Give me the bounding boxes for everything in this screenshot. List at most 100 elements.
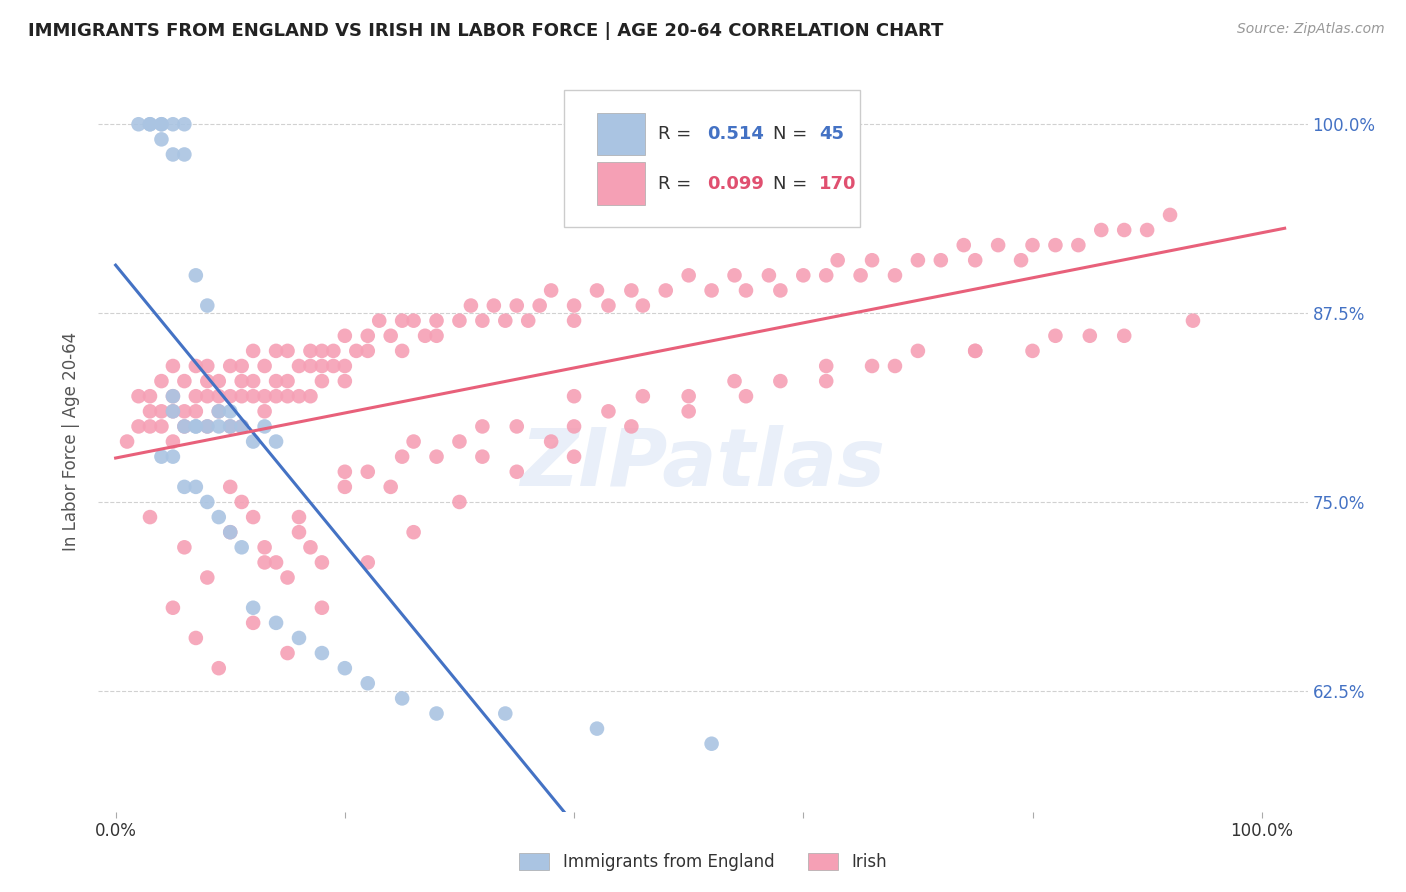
Point	[173, 117, 195, 131]
Point	[460, 299, 482, 313]
Point	[357, 556, 380, 570]
Point	[333, 661, 356, 675]
Point	[173, 404, 195, 418]
Point	[162, 147, 184, 161]
Point	[471, 313, 494, 327]
Point	[562, 389, 585, 403]
Point	[758, 268, 780, 283]
Point	[219, 525, 242, 540]
Point	[195, 374, 218, 388]
Point	[115, 434, 138, 449]
Point	[173, 541, 195, 555]
Point	[311, 359, 333, 373]
Point	[723, 374, 745, 388]
Point	[195, 419, 218, 434]
Point	[173, 480, 195, 494]
Point	[449, 434, 471, 449]
Text: IMMIGRANTS FROM ENGLAND VS IRISH IN LABOR FORCE | AGE 20-64 CORRELATION CHART: IMMIGRANTS FROM ENGLAND VS IRISH IN LABO…	[28, 22, 943, 40]
Point	[231, 419, 253, 434]
Point	[208, 374, 231, 388]
Text: R =: R =	[658, 175, 697, 193]
Point	[884, 268, 907, 283]
Point	[162, 600, 184, 615]
Point	[598, 404, 620, 418]
Point	[253, 419, 276, 434]
Point	[195, 419, 218, 434]
Point	[195, 389, 218, 403]
FancyBboxPatch shape	[596, 112, 645, 155]
Point	[678, 389, 700, 403]
Text: 45: 45	[820, 125, 844, 143]
Point	[253, 404, 276, 418]
Point	[150, 450, 173, 464]
Point	[678, 268, 700, 283]
Point	[184, 631, 207, 645]
Point	[735, 389, 758, 403]
Point	[299, 359, 322, 373]
Point	[173, 419, 195, 434]
Point	[150, 419, 173, 434]
Point	[208, 404, 231, 418]
Point	[195, 359, 218, 373]
Point	[219, 419, 242, 434]
Point	[1045, 238, 1067, 252]
Point	[540, 284, 562, 298]
Point	[1114, 328, 1136, 343]
Point	[965, 343, 987, 358]
Point	[184, 268, 207, 283]
Point	[139, 404, 162, 418]
Point	[150, 374, 173, 388]
Point	[678, 404, 700, 418]
Point	[242, 434, 264, 449]
Point	[208, 419, 231, 434]
Point	[184, 404, 207, 418]
Point	[162, 359, 184, 373]
Point	[299, 389, 322, 403]
Point	[253, 389, 276, 403]
Point	[827, 253, 849, 268]
Point	[1159, 208, 1181, 222]
Point	[620, 284, 643, 298]
Point	[1021, 238, 1043, 252]
Point	[311, 600, 333, 615]
Point	[1114, 223, 1136, 237]
Point	[344, 343, 367, 358]
Point	[322, 359, 344, 373]
Point	[735, 284, 758, 298]
Point	[849, 268, 872, 283]
Point	[288, 631, 311, 645]
Point	[929, 253, 952, 268]
Point	[288, 525, 311, 540]
Point	[562, 419, 585, 434]
Point	[425, 313, 447, 327]
Point	[162, 450, 184, 464]
Point	[1010, 253, 1032, 268]
Point	[208, 389, 231, 403]
Point	[288, 359, 311, 373]
Legend: Immigrants from England, Irish: Immigrants from England, Irish	[513, 846, 893, 878]
Point	[333, 359, 356, 373]
Point	[150, 404, 173, 418]
Point	[506, 465, 529, 479]
Point	[139, 117, 162, 131]
Point	[391, 313, 413, 327]
Point	[322, 343, 344, 358]
Point	[815, 268, 838, 283]
Point	[139, 389, 162, 403]
Point	[952, 238, 974, 252]
Point	[242, 615, 264, 630]
Point	[139, 419, 162, 434]
Point	[195, 495, 218, 509]
Point	[208, 404, 231, 418]
Point	[413, 328, 436, 343]
Point	[184, 389, 207, 403]
Text: Source: ZipAtlas.com: Source: ZipAtlas.com	[1237, 22, 1385, 37]
Point	[219, 525, 242, 540]
Point	[1181, 313, 1204, 327]
Point	[540, 434, 562, 449]
Text: N =: N =	[773, 175, 813, 193]
Point	[506, 299, 529, 313]
Point	[471, 450, 494, 464]
Point	[277, 389, 299, 403]
Point	[288, 389, 311, 403]
